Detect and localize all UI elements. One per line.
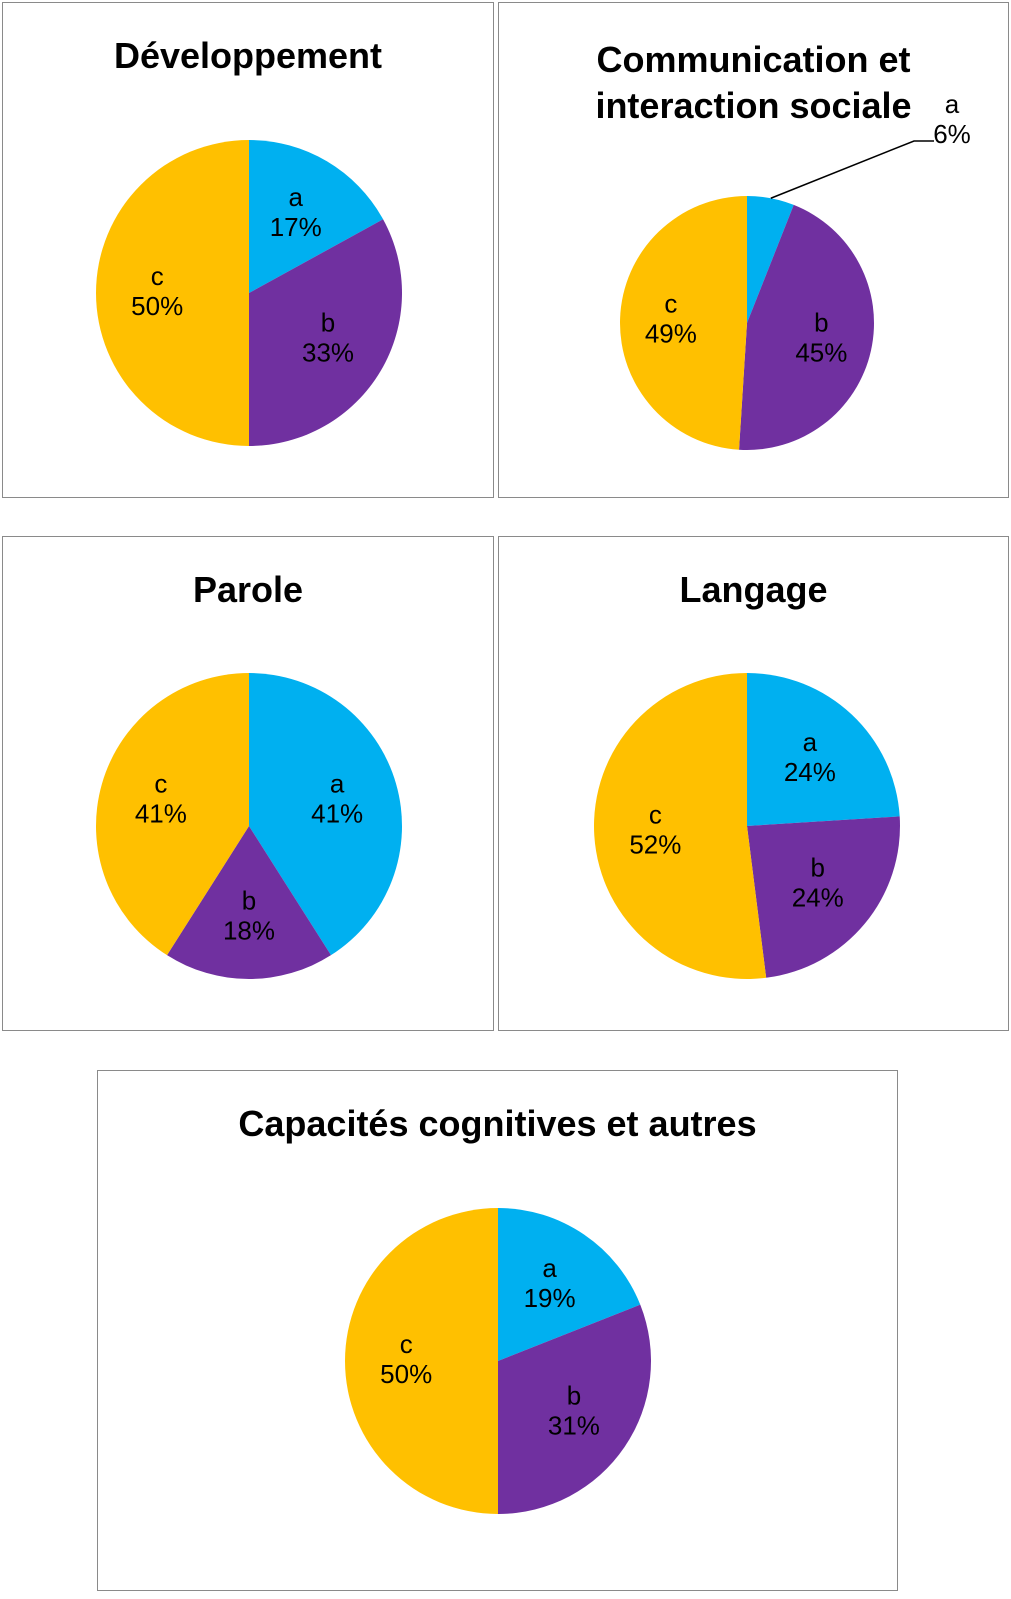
data-label-category: a bbox=[330, 768, 345, 798]
pie-slice bbox=[498, 1304, 651, 1514]
data-label-category: b bbox=[810, 852, 824, 882]
data-label-value: 49% bbox=[645, 318, 697, 348]
data-label-category: c bbox=[151, 261, 164, 291]
pie-slice bbox=[345, 1208, 498, 1514]
data-label-category: b bbox=[814, 307, 828, 337]
data-label-value: 31% bbox=[548, 1410, 600, 1440]
chart-panel: a 6% b 45% c 49% Communication et interaction … bbox=[498, 2, 1009, 498]
data-label-value: 41% bbox=[135, 798, 187, 828]
data-label-category: a bbox=[945, 89, 960, 119]
chart-title: Capacités cognitives et autres bbox=[238, 1103, 757, 1144]
data-label-value: 50% bbox=[380, 1359, 432, 1389]
data-label-category: a bbox=[542, 1253, 557, 1283]
pie-chart: a19% b31% c50% bbox=[345, 1208, 651, 1514]
pie-slice bbox=[249, 219, 403, 446]
data-label-value: 6% bbox=[933, 119, 971, 149]
data-label-value: 24% bbox=[792, 882, 844, 912]
data-label-value: 18% bbox=[223, 916, 275, 946]
chart-title: Parole bbox=[192, 569, 304, 610]
data-label-category: a bbox=[288, 182, 303, 212]
chart-panel: a 24% b 24% c 52% Langage bbox=[498, 536, 1009, 1031]
pie-slice bbox=[498, 1208, 641, 1361]
chart-panel: a 19% b 31% c 50% Capacités cognitives et autr… bbox=[97, 1070, 898, 1591]
pie-slice bbox=[96, 673, 249, 956]
data-label-category: c bbox=[400, 1329, 413, 1359]
data-label-value: 17% bbox=[270, 212, 322, 242]
data-label-value: 24% bbox=[784, 757, 836, 787]
pie-slice bbox=[747, 673, 900, 826]
pie-slice bbox=[747, 196, 794, 323]
data-label-value: 52% bbox=[629, 830, 681, 860]
pie-slice bbox=[739, 204, 874, 450]
pie-chart: a6% b45% c49% bbox=[620, 89, 971, 450]
chart-panel: a 17% b 33% c 50% Développement bbox=[2, 2, 494, 498]
pie-slice bbox=[249, 673, 403, 956]
chart-panel: a 41% b 18% c 41% Parole bbox=[2, 536, 494, 1031]
data-label-category: c bbox=[649, 800, 662, 830]
pie-slice bbox=[167, 826, 331, 979]
leader-line bbox=[770, 140, 934, 199]
data-label-value: 19% bbox=[524, 1283, 576, 1313]
pie-chart: a17% b33% c50% bbox=[96, 140, 403, 446]
pie-chart: a41%b18%c41% bbox=[96, 673, 403, 979]
pie-slice bbox=[747, 816, 900, 978]
data-label-value: 50% bbox=[131, 291, 183, 321]
data-label-value: 33% bbox=[302, 338, 354, 368]
chart-title: Communication et interaction sociale bbox=[595, 39, 912, 126]
pie-slice bbox=[96, 140, 249, 446]
data-label-category: c bbox=[154, 768, 167, 798]
data-label-category: b bbox=[321, 308, 335, 338]
chart-title: Développement bbox=[113, 35, 383, 76]
data-label-category: b bbox=[242, 886, 256, 916]
chart-title: Langage bbox=[679, 569, 828, 610]
data-label-category: c bbox=[664, 288, 677, 318]
pie-slice bbox=[594, 673, 767, 979]
data-label-value: 45% bbox=[795, 337, 847, 367]
data-label-category: b bbox=[567, 1380, 581, 1410]
data-label-value: 41% bbox=[311, 798, 363, 828]
data-label-category: a bbox=[803, 727, 818, 757]
pie-slice bbox=[620, 196, 747, 450]
pie-slice bbox=[249, 140, 384, 293]
pie-chart: a24%b24%c52% bbox=[594, 673, 900, 979]
